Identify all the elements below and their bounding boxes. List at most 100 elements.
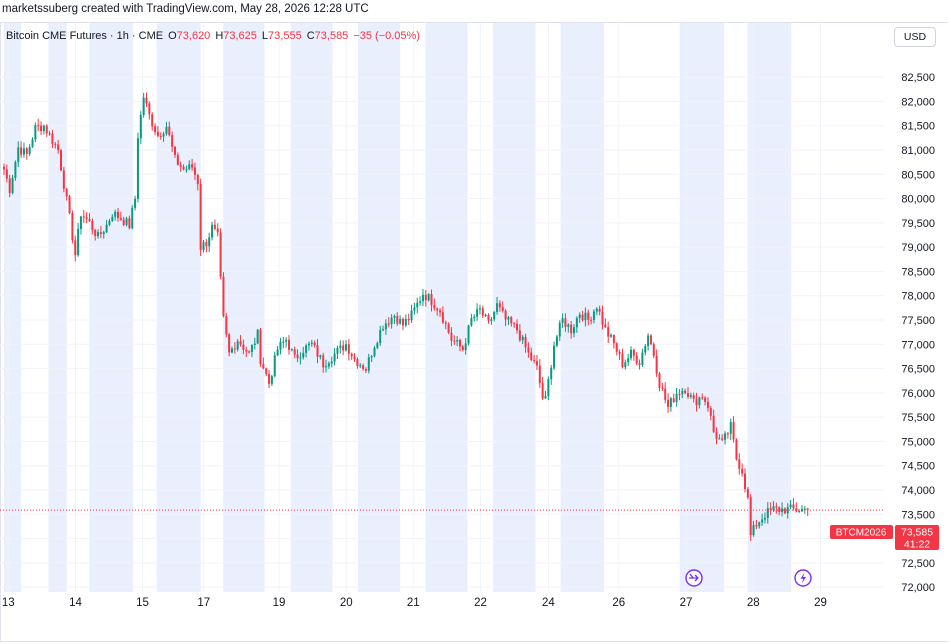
y-tick-label: 81,500: [901, 121, 935, 133]
candle-body: [77, 228, 80, 256]
candle-body: [778, 507, 781, 512]
candle-body: [661, 387, 664, 389]
x-tick-label: 24: [542, 597, 555, 609]
candle-body: [54, 143, 57, 145]
candle-body: [601, 311, 604, 325]
candle-body: [769, 508, 772, 510]
candle-body: [595, 308, 598, 312]
grid-lines: [0, 23, 884, 592]
symbol-legend: Bitcoin CME Futures · 1h · CME O73,620 H73…: [6, 30, 420, 42]
candle-body: [225, 316, 228, 335]
candle-body: [245, 349, 248, 352]
candle-body: [117, 211, 119, 218]
candle-body: [510, 317, 513, 324]
candle-body: [763, 517, 766, 520]
candle-body: [410, 310, 413, 321]
candle-body: [319, 355, 322, 357]
candle-body: [350, 353, 353, 357]
legend-symbol: Bitcoin CME Futures · 1h · CME: [6, 30, 164, 42]
candle-body: [558, 322, 561, 337]
currency-button[interactable]: USD: [894, 27, 936, 47]
candle-body: [441, 312, 444, 323]
candle-body: [786, 507, 789, 514]
candle-body: [461, 346, 464, 350]
candle-body: [672, 398, 675, 402]
candle-body: [325, 366, 328, 368]
candle-body: [364, 369, 367, 371]
candle-body: [136, 138, 139, 199]
candle-body: [649, 335, 652, 345]
y-tick-label: 80,500: [901, 169, 935, 181]
candle-body: [610, 335, 613, 337]
candle-body: [701, 397, 704, 399]
candle-body: [570, 324, 573, 334]
candle-body: [299, 357, 302, 359]
candle-body: [327, 363, 330, 367]
session-shading: [4, 23, 792, 592]
candle-body: [37, 125, 40, 127]
legend-open-label: O: [168, 30, 177, 42]
candle-body: [250, 344, 253, 353]
candle-body: [333, 353, 336, 362]
candle-body: [259, 329, 262, 365]
chart-frame: [0, 22, 948, 642]
y-tick-label: 81,000: [901, 145, 935, 157]
candle-body: [698, 397, 701, 406]
candle-body: [498, 303, 501, 308]
candle-body: [336, 348, 339, 354]
lightning-icon[interactable]: [794, 569, 812, 587]
candle-body: [621, 353, 624, 368]
candle-body: [427, 294, 430, 301]
candle-body: [436, 308, 439, 311]
candle-body: [561, 318, 564, 323]
candle-body: [199, 184, 202, 250]
candle-body: [675, 393, 678, 402]
candle-body: [165, 126, 168, 134]
x-tick-label: 22: [474, 597, 487, 609]
candle-body: [265, 368, 268, 375]
candle-body: [464, 343, 467, 350]
candle-body: [493, 311, 496, 320]
candle-body: [142, 97, 145, 115]
candle-body: [513, 323, 516, 325]
candle-body: [430, 294, 433, 306]
candle-body: [490, 319, 493, 321]
candle-body: [347, 344, 350, 354]
candle-body: [270, 376, 273, 384]
candle-body: [236, 341, 239, 350]
ticker-tag-label: BTCM2026: [836, 528, 887, 539]
candle-body: [587, 312, 590, 320]
candle-body: [168, 126, 171, 136]
y-tick-label: 79,000: [901, 242, 935, 254]
candle-body: [781, 508, 784, 512]
candle-body: [704, 397, 707, 402]
candle-body: [330, 361, 333, 364]
candle-body: [647, 335, 650, 347]
candle-body: [655, 355, 658, 374]
candle-body: [74, 240, 77, 256]
candle-body: [108, 221, 111, 225]
candle-body: [182, 166, 185, 170]
candle-body: [729, 422, 732, 434]
session-band: [560, 23, 604, 592]
split-arrow-icon[interactable]: [685, 569, 703, 587]
candle-body: [783, 508, 786, 514]
candle-body: [612, 335, 615, 344]
candle-body: [71, 212, 74, 241]
candle-body: [316, 345, 319, 357]
candle-body: [179, 164, 182, 167]
candle-body: [706, 401, 709, 408]
candle-body: [467, 325, 470, 344]
y-tick-label: 75,500: [901, 412, 935, 424]
session-band: [48, 23, 67, 592]
candle-body: [453, 340, 456, 342]
candle-body: [681, 390, 684, 395]
candle-body: [154, 126, 157, 132]
candle-body: [404, 319, 407, 326]
candle-body: [97, 232, 100, 237]
candle-body: [253, 343, 256, 345]
candle-body: [732, 422, 735, 440]
candle-body: [761, 519, 764, 523]
y-tick-label: 72,500: [901, 558, 935, 570]
